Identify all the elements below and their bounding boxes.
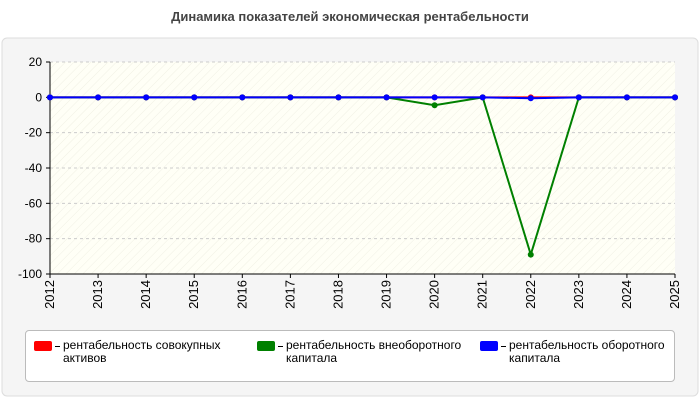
point <box>623 94 630 101</box>
point <box>527 251 534 258</box>
x-tick-label: 2021 <box>475 280 490 309</box>
point <box>287 94 294 101</box>
x-tick-label: 2018 <box>330 280 345 309</box>
y-tick-label: -80 <box>25 232 43 246</box>
legend-item: рентабельность внеоборотного капитала <box>249 331 472 381</box>
y-tick-label: -40 <box>25 161 43 175</box>
legend-dash <box>501 346 506 347</box>
y-tick-label: -60 <box>25 196 43 210</box>
legend-swatch <box>257 341 275 351</box>
point <box>672 94 678 101</box>
legend-swatch <box>34 341 52 351</box>
series-line <box>50 96 675 100</box>
point <box>47 94 53 101</box>
point <box>143 94 150 101</box>
x-tick-label: 2016 <box>234 280 249 309</box>
x-tick-label: 2015 <box>186 280 201 309</box>
x-tick-label: 2022 <box>523 280 538 309</box>
legend-dash <box>55 346 60 347</box>
point <box>575 94 582 101</box>
legend-label: рентабельность оборотного капитала <box>509 338 665 365</box>
y-tick-label: -20 <box>25 126 43 140</box>
legend-item: рентабельность совокупных активов <box>26 331 249 381</box>
point <box>239 94 246 101</box>
x-tick-label: 2025 <box>667 280 682 309</box>
legend-label: рентабельность совокупных активов <box>63 338 221 365</box>
x-tick-label: 2017 <box>282 280 297 309</box>
x-tick-label: 2019 <box>379 280 394 309</box>
x-tick-label: 2013 <box>90 280 105 309</box>
y-tick-label: 0 <box>35 90 42 104</box>
y-tick-label: -100 <box>18 267 42 281</box>
point <box>431 94 438 101</box>
point <box>191 94 198 101</box>
point <box>335 94 342 101</box>
point <box>527 95 534 102</box>
point <box>431 102 438 109</box>
x-tick-label: 2024 <box>619 280 634 309</box>
legend-item: рентабельность оборотного капитала <box>472 331 695 381</box>
legend-swatch <box>480 341 498 351</box>
x-tick-label: 2020 <box>427 280 442 309</box>
point <box>479 94 486 101</box>
chart-title: Динамика показателей экономическая рента… <box>171 9 529 24</box>
legend: рентабельность совокупных активов рентабе… <box>25 330 675 382</box>
y-tick-label: 20 <box>29 55 43 69</box>
point <box>95 94 102 101</box>
x-tick-label: 2023 <box>571 280 586 309</box>
legend-label: рентабельность внеоборотного капитала <box>286 338 462 365</box>
point <box>383 94 390 101</box>
legend-dash <box>278 346 283 347</box>
x-tick-label: 2012 <box>42 280 57 309</box>
x-tick-label: 2014 <box>138 280 153 309</box>
